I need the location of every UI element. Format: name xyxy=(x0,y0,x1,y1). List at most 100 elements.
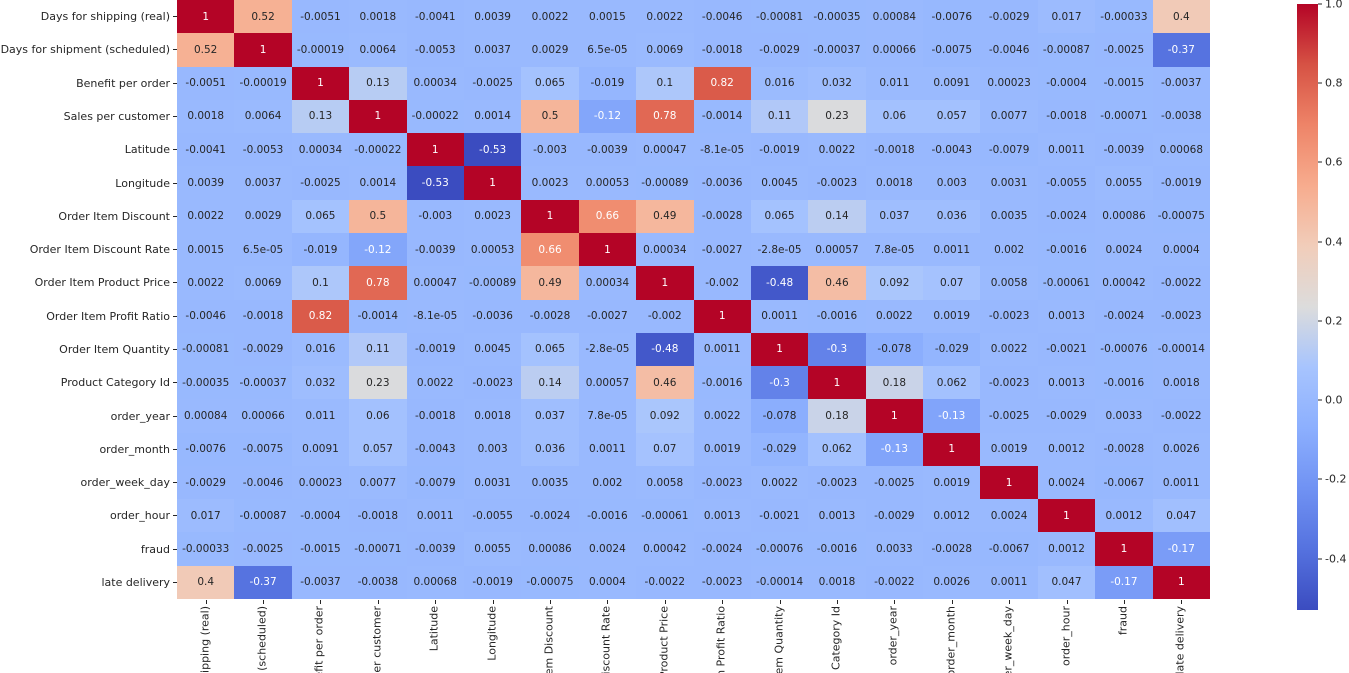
heatmap-cell: 0.0018 xyxy=(1152,366,1210,400)
heatmap-cell: 0.18 xyxy=(808,399,866,433)
x-tick-label: Benefit per order xyxy=(292,599,349,673)
heatmap-cell: -0.48 xyxy=(636,332,694,367)
heatmap-cell: 0.0029 xyxy=(521,33,579,67)
heatmap-cell: 0.5 xyxy=(349,199,407,233)
heatmap-cell: 0.047 xyxy=(1037,565,1096,599)
heatmap-cell: 0.0026 xyxy=(1152,432,1210,466)
heatmap-cell: 0.00057 xyxy=(808,232,866,267)
heatmap-cell: 0.0013 xyxy=(1037,366,1096,400)
heatmap-cell: -0.0025 xyxy=(291,166,350,200)
heatmap-cell: -0.17 xyxy=(1095,565,1153,599)
heatmap-cell: 0.0015 xyxy=(578,0,637,34)
y-tick-label-text: Days for shipping (real) xyxy=(40,10,170,24)
y-tick-label: Latitude xyxy=(0,133,177,166)
heatmap-cell: 0.00068 xyxy=(406,565,464,599)
heatmap-cell: 0.0018 xyxy=(463,399,522,433)
heatmap-cell: 0.07 xyxy=(636,432,694,466)
heatmap-cell: 0.0023 xyxy=(521,166,579,200)
y-tick-mark xyxy=(173,581,177,583)
colorbar-tick-label: 0.4 xyxy=(1325,235,1343,249)
heatmap-cell: -0.00035 xyxy=(808,0,866,34)
heatmap-cell: -0.029 xyxy=(923,332,981,367)
heatmap-cell: -0.0038 xyxy=(1152,99,1210,134)
x-tick-label-text: Order Item Profit Ratio xyxy=(714,606,728,673)
heatmap-cell: 0.00023 xyxy=(291,465,350,500)
heatmap-cell: 7.8e-05 xyxy=(578,399,637,433)
heatmap-cell: -0.0018 xyxy=(234,299,292,333)
heatmap-cell: 0.00086 xyxy=(1095,199,1153,233)
heatmap-cell: -0.0029 xyxy=(177,465,235,500)
heatmap-cell: 7.8e-05 xyxy=(865,232,924,267)
heatmap-cell: -0.0018 xyxy=(406,399,464,433)
heatmap-cell: 0.0055 xyxy=(1095,166,1153,200)
heatmap-cell: -0.0018 xyxy=(349,499,407,533)
heatmap-cell: 0.0035 xyxy=(980,199,1038,233)
heatmap-cell: 0.0011 xyxy=(693,332,751,367)
heatmap-cell: 0.0037 xyxy=(234,166,292,200)
x-tick-mark xyxy=(779,600,781,604)
heatmap-cell: 0.4 xyxy=(1152,0,1210,34)
heatmap-cell: -0.13 xyxy=(923,399,981,433)
heatmap-cell: 0.00066 xyxy=(234,399,292,433)
heatmap-cell: 0.002 xyxy=(578,465,637,500)
heatmap-cell: -0.0016 xyxy=(693,366,751,400)
heatmap-cell: -0.12 xyxy=(349,232,407,267)
heatmap-cell: -0.0053 xyxy=(234,133,292,167)
x-tick-mark xyxy=(1009,600,1011,604)
heatmap-cell: 1 xyxy=(578,232,637,267)
x-tick-mark xyxy=(1066,600,1068,604)
heatmap-cell: -2.8e-05 xyxy=(750,232,809,267)
heatmap-cell: 0.037 xyxy=(521,399,579,433)
heatmap-cell: 0.78 xyxy=(636,99,694,134)
colorbar-tick-label: 0.0 xyxy=(1325,393,1343,407)
x-tick-mark xyxy=(664,600,666,604)
x-tick-label-text: Order Item Discount xyxy=(542,606,556,673)
heatmap-cell: 0.0023 xyxy=(463,199,522,233)
heatmap-cell: -0.0076 xyxy=(923,0,981,34)
y-tick-label-text: Days for shipment (scheduled) xyxy=(0,43,170,57)
heatmap-cell: -0.0051 xyxy=(291,0,350,34)
heatmap-cell: -0.00033 xyxy=(177,532,235,566)
heatmap-cell: -0.0016 xyxy=(808,532,866,566)
x-tick-label-text: Product Category Id xyxy=(829,606,843,673)
heatmap-cell: 0.00034 xyxy=(636,232,694,267)
heatmap-cell: 0.0011 xyxy=(750,299,809,333)
heatmap-cell: -0.003 xyxy=(406,199,464,233)
heatmap-cell: 0.0024 xyxy=(1095,232,1153,267)
heatmap-cell: -0.0043 xyxy=(406,432,464,466)
colorbar-tick-label: 0.8 xyxy=(1325,76,1343,90)
heatmap-cell: -0.00075 xyxy=(521,565,579,599)
heatmap-cell: 6.5e-05 xyxy=(578,33,637,67)
heatmap-cell: -0.0039 xyxy=(578,133,637,167)
heatmap-cell: -0.078 xyxy=(750,399,809,433)
heatmap-cell: -0.12 xyxy=(578,99,637,134)
y-tick-mark xyxy=(173,82,177,84)
x-tick-label-text: order_hour xyxy=(1059,606,1073,667)
y-tick-label-text: Order Item Quantity xyxy=(59,342,170,356)
heatmap-cell: -0.0016 xyxy=(808,299,866,333)
x-tick-mark xyxy=(607,600,609,604)
x-axis-labels: Days for shipping (real) Days for shipmen… xyxy=(177,599,1210,673)
heatmap-cell: 0.00047 xyxy=(636,133,694,167)
heatmap-cell: 0.0037 xyxy=(463,33,522,67)
heatmap-cell: -0.0076 xyxy=(177,432,235,466)
heatmap-cell: 0.0031 xyxy=(463,465,522,500)
heatmap-cell: 0.057 xyxy=(349,432,407,466)
heatmap-cell: 0.003 xyxy=(463,432,522,466)
heatmap-cell: 0.00086 xyxy=(521,532,579,566)
heatmap-cell: 0.0045 xyxy=(463,332,522,367)
y-tick-mark xyxy=(173,515,177,517)
heatmap-cell: -0.0022 xyxy=(636,565,694,599)
heatmap-cell: 0.0024 xyxy=(980,499,1038,533)
heatmap-cell: -0.3 xyxy=(750,366,809,400)
x-tick-label: Days for shipping (real) xyxy=(177,599,234,673)
heatmap-cell: -0.0051 xyxy=(177,66,235,100)
heatmap-cell: 0.66 xyxy=(578,199,637,233)
heatmap-cell: -0.0024 xyxy=(521,499,579,533)
heatmap-cell: -0.0028 xyxy=(1095,432,1153,466)
heatmap-cell: 0.00042 xyxy=(1095,266,1153,300)
heatmap-cell: -0.0046 xyxy=(980,33,1038,67)
heatmap-cell: 0.4 xyxy=(177,565,235,599)
y-tick-mark xyxy=(173,382,177,384)
colorbar-tick-label: 1.0 xyxy=(1325,0,1343,11)
